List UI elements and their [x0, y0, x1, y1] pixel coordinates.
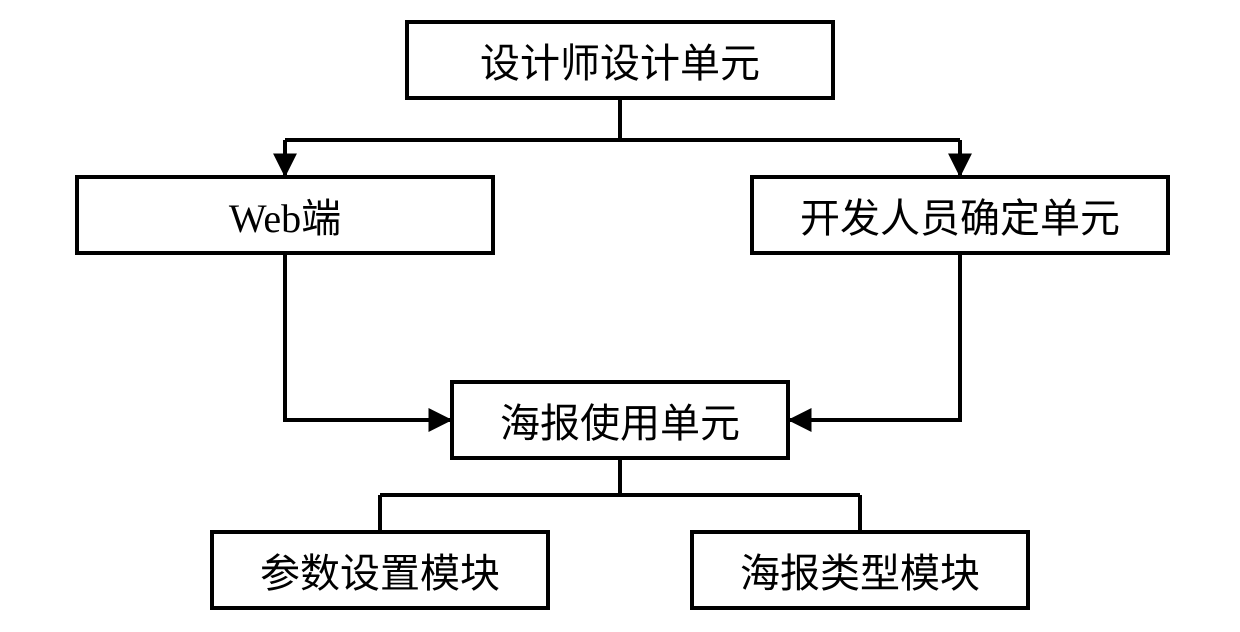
node-poster: 海报使用单元	[450, 380, 790, 460]
edge-developer-to-poster	[790, 255, 960, 420]
node-label: 海报类型模块	[740, 541, 980, 599]
node-label: Web端	[229, 186, 341, 244]
node-param: 参数设置模块	[210, 530, 550, 610]
node-type: 海报类型模块	[690, 530, 1030, 610]
node-developer: 开发人员确定单元	[750, 175, 1170, 255]
node-label: 开发人员确定单元	[800, 186, 1120, 244]
node-designer: 设计师设计单元	[405, 20, 835, 100]
node-label: 设计师设计单元	[480, 31, 760, 89]
node-label: 海报使用单元	[500, 391, 740, 449]
node-web: Web端	[75, 175, 495, 255]
flowchart-canvas: 设计师设计单元 Web端 开发人员确定单元 海报使用单元 参数设置模块 海报类型…	[0, 0, 1240, 632]
node-label: 参数设置模块	[260, 541, 500, 599]
edge-web-to-poster	[285, 255, 450, 420]
